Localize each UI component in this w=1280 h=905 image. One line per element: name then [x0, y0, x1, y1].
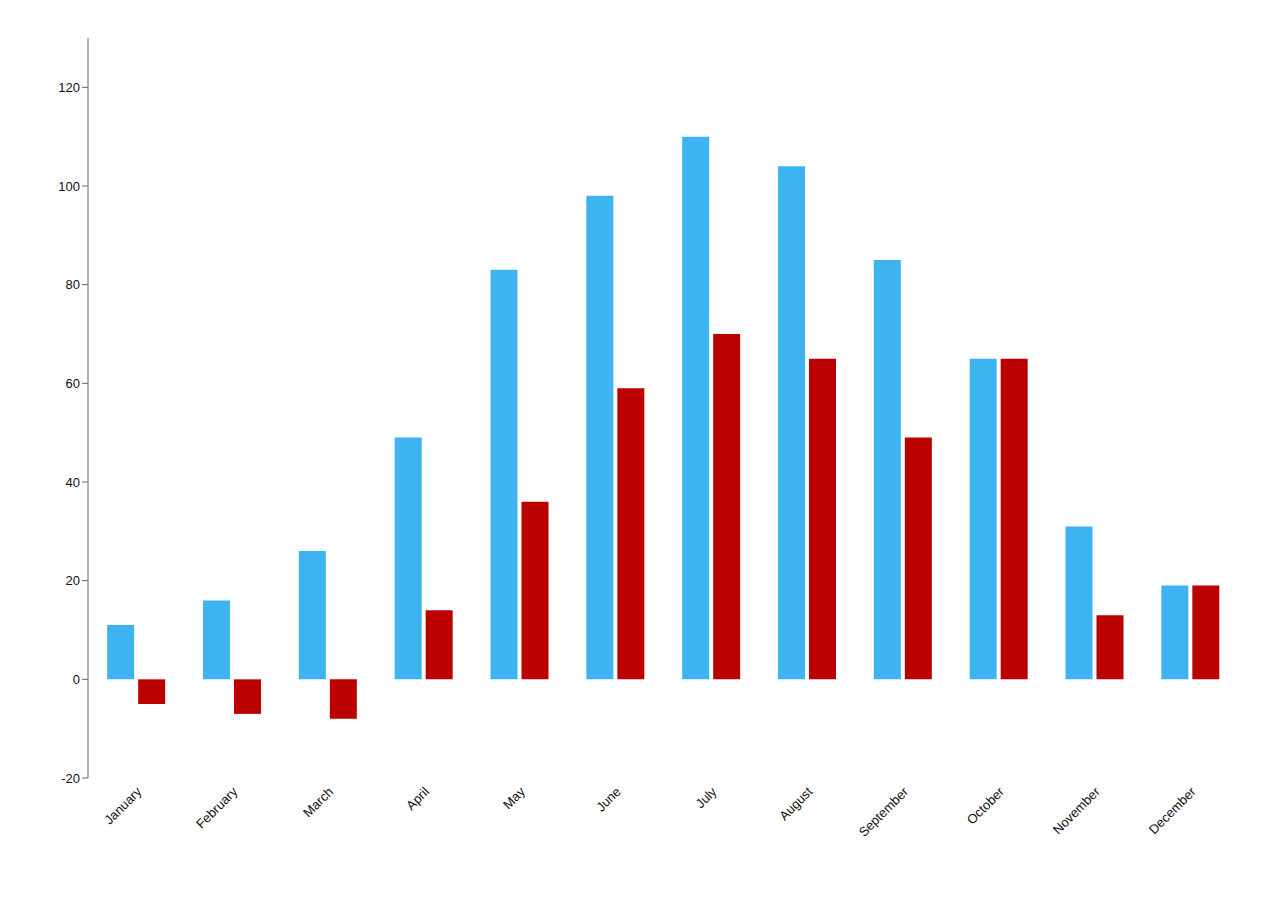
- svg-text:-20: -20: [61, 771, 80, 786]
- svg-text:March: March: [300, 784, 336, 820]
- svg-text:100: 100: [58, 179, 80, 194]
- svg-text:60: 60: [66, 376, 80, 391]
- svg-text:April: April: [403, 784, 432, 813]
- svg-text:December: December: [1146, 784, 1199, 837]
- svg-text:80: 80: [66, 277, 80, 292]
- svg-text:August: August: [776, 784, 815, 823]
- svg-text:October: October: [964, 784, 1008, 828]
- svg-text:June: June: [593, 784, 624, 815]
- svg-text:0: 0: [73, 672, 80, 687]
- svg-text:November: November: [1050, 784, 1103, 837]
- svg-text:20: 20: [66, 573, 80, 588]
- svg-text:February: February: [193, 784, 241, 832]
- svg-text:May: May: [500, 784, 528, 812]
- svg-text:120: 120: [58, 80, 80, 95]
- svg-text:January: January: [101, 784, 145, 828]
- svg-text:September: September: [856, 784, 912, 840]
- svg-text:40: 40: [66, 475, 80, 490]
- svg-text:July: July: [693, 784, 720, 811]
